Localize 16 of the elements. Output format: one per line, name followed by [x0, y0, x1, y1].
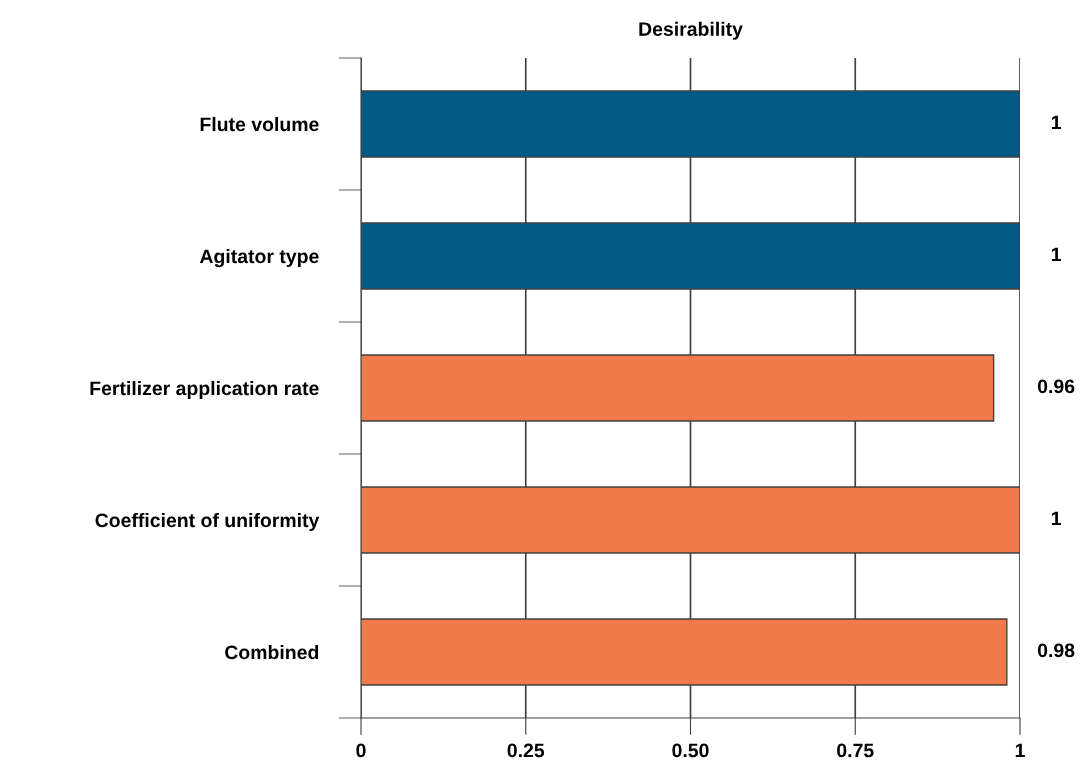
x-tick-label: 0 — [356, 743, 366, 758]
x-tick-label: 0.75 — [837, 743, 874, 758]
x-tick-label: 0.25 — [507, 743, 545, 758]
y-tick-label: Combined — [225, 644, 319, 660]
data-label: 1 — [1051, 115, 1061, 130]
y-tick-label: Fertilizer application rate — [90, 380, 319, 400]
y-tick-label: Coefficient of uniformity — [95, 512, 320, 532]
chart-title: Desirability — [639, 21, 743, 40]
x-tick-label: 0.50 — [672, 743, 709, 758]
y-tick-label: Flute volume — [200, 116, 319, 132]
y-tick-label: Agitator type — [199, 248, 319, 268]
data-label: 1 — [1051, 511, 1061, 526]
data-label: 0.96 — [1037, 379, 1075, 394]
data-label: 0.98 — [1037, 643, 1075, 658]
x-tick-label: 1 — [1015, 743, 1025, 758]
data-label: 1 — [1051, 247, 1061, 262]
